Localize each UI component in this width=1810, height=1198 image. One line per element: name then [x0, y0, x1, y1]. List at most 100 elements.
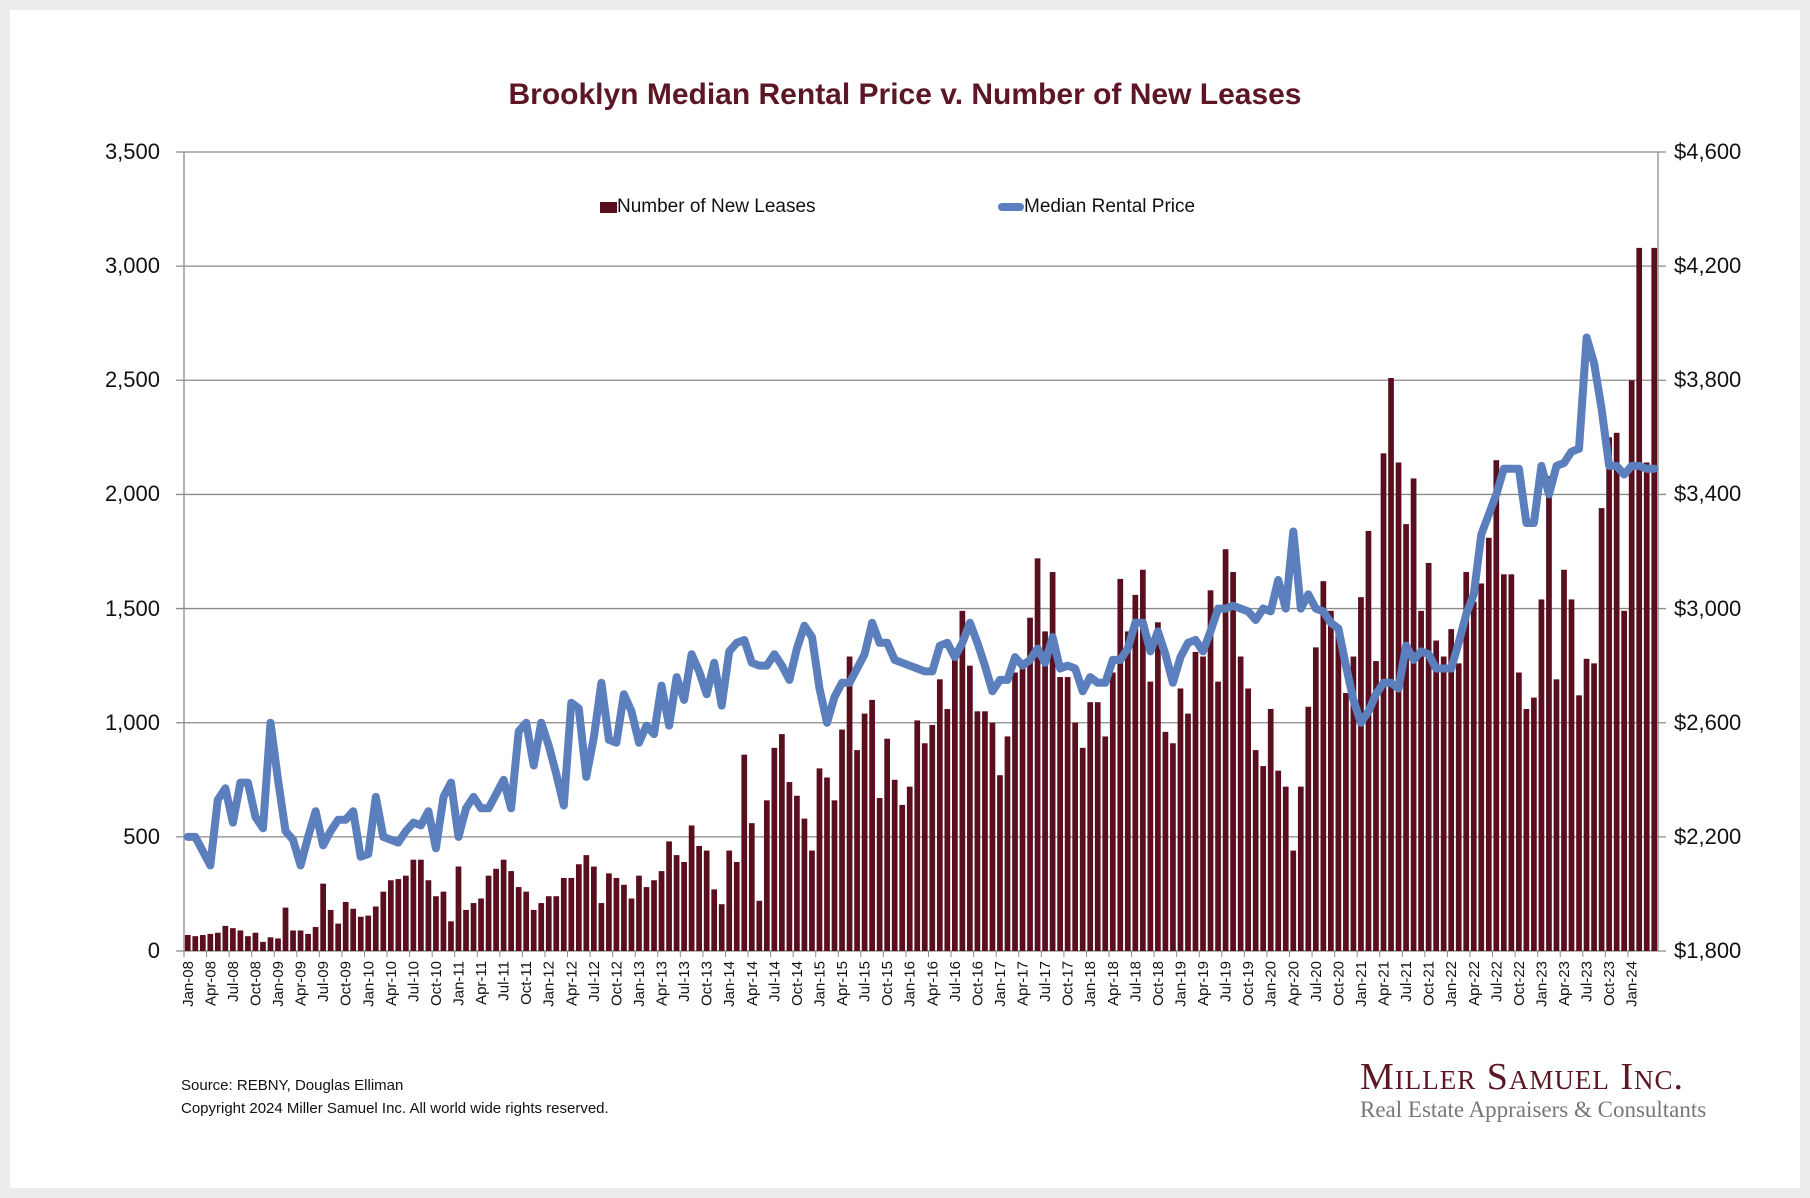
bar-new-leases: [809, 850, 815, 951]
x-tick-label: Oct-19: [1240, 961, 1257, 1006]
bar-new-leases: [1230, 572, 1236, 951]
bar-new-leases: [1275, 770, 1282, 951]
bar-new-leases: [1207, 590, 1214, 951]
bar-new-leases: [1606, 437, 1612, 951]
bar-new-leases: [959, 610, 966, 951]
right-axis-tick-label: $4,600: [1674, 139, 1742, 164]
bar-new-leases: [779, 734, 785, 951]
bar-new-leases: [613, 877, 620, 951]
x-tick-label: Jan-08: [180, 961, 197, 1007]
bar-new-leases: [1042, 631, 1048, 951]
legend-item-leases: Number of New Leases: [600, 196, 816, 218]
bar-new-leases: [425, 880, 432, 951]
bar-new-leases: [433, 896, 439, 951]
bar-new-leases: [899, 804, 906, 951]
copyright-note: Copyright 2024 Miller Samuel Inc. All wo…: [181, 1100, 609, 1117]
bar-new-leases: [199, 935, 206, 951]
bar-new-leases: [1335, 631, 1342, 951]
x-tick-label: Apr-21: [1376, 961, 1393, 1006]
bar-new-leases: [1064, 677, 1071, 951]
bar-new-leases: [282, 907, 289, 951]
bar-new-leases: [320, 883, 326, 951]
bar-new-leases: [1395, 462, 1402, 951]
x-tick-label: Apr-08: [202, 961, 219, 1006]
bar-new-leases: [1440, 656, 1447, 951]
bar-new-leases: [515, 887, 522, 951]
bar-new-leases: [967, 665, 973, 951]
bar-new-leases: [1628, 380, 1635, 951]
bar-new-leases: [681, 861, 687, 951]
bar-new-leases: [553, 896, 560, 951]
bar-new-leases: [252, 932, 259, 951]
bar-new-leases: [1177, 688, 1184, 951]
bar-new-leases: [1403, 524, 1409, 951]
right-axis-tick-label: $3,400: [1674, 481, 1742, 507]
bar-new-leases: [1139, 569, 1146, 951]
x-tick-label: Jul-16: [947, 961, 964, 1002]
x-tick-label: Apr-22: [1466, 961, 1483, 1006]
bar-new-leases: [1576, 695, 1582, 951]
x-tick-label: Jan-15: [811, 961, 828, 1007]
bar-new-leases: [1027, 617, 1033, 951]
source-note: Source: REBNY, Douglas Elliman: [181, 1077, 404, 1094]
bar-new-leases: [1004, 736, 1011, 951]
bar-new-leases: [801, 818, 808, 951]
bar-new-leases: [1448, 629, 1455, 951]
x-tick-label: Oct-13: [699, 961, 716, 1006]
bar-new-leases: [342, 901, 349, 951]
bar-new-leases: [357, 916, 364, 951]
bar-new-leases: [485, 875, 492, 951]
bar-new-leases: [1343, 693, 1349, 951]
bar-new-leases: [1478, 583, 1485, 951]
bar-new-leases: [440, 891, 447, 951]
bar-new-leases: [1222, 549, 1229, 951]
bar-new-leases: [1621, 610, 1628, 951]
bar-new-leases: [545, 896, 552, 951]
x-tick-label: Jul-21: [1398, 961, 1415, 1002]
bar-new-leases: [1200, 656, 1206, 951]
x-tick-label: Oct-21: [1421, 961, 1438, 1006]
bar-new-leases: [523, 891, 530, 951]
bar-new-leases: [1282, 786, 1289, 951]
bar-new-leases: [831, 800, 838, 951]
bar-new-leases: [260, 941, 266, 951]
x-tick-label: Apr-12: [563, 961, 580, 1006]
logo-tagline: Real Estate Appraisers & Consultants: [1360, 1097, 1707, 1122]
bar-new-leases: [1012, 672, 1018, 951]
x-tick-label: Apr-10: [383, 961, 400, 1006]
bar-new-leases: [771, 747, 778, 951]
bar-new-leases: [951, 656, 958, 951]
bar-new-leases: [350, 908, 357, 951]
bar-new-leases: [207, 933, 214, 951]
bar-new-leases: [1613, 432, 1620, 951]
bar-new-leases: [1598, 508, 1605, 951]
x-tick-label: Apr-20: [1285, 961, 1302, 1006]
x-tick-label: Jan-16: [902, 961, 919, 1007]
bar-new-leases: [1425, 562, 1432, 951]
bar-new-leases: [1500, 574, 1507, 951]
x-tick-label: Apr-15: [834, 961, 851, 1006]
x-tick-label: Jan-19: [1172, 961, 1189, 1007]
legend-item-price: Median Rental Price: [998, 196, 1195, 218]
x-tick-label: Jul-15: [857, 961, 874, 1002]
bar-new-leases: [402, 875, 409, 951]
x-tick-label: Oct-23: [1601, 961, 1618, 1006]
bar-new-leases: [1516, 672, 1522, 951]
bar-new-leases: [463, 909, 469, 951]
x-tick-label: Jul-17: [1037, 961, 1054, 1002]
bar-new-leases: [1583, 658, 1590, 951]
x-tick-label: Jul-12: [586, 961, 603, 1002]
x-tick-label: Jul-14: [766, 961, 783, 1002]
bar-new-leases: [733, 861, 740, 951]
bar-new-leases: [455, 866, 462, 951]
bar-new-leases: [989, 722, 996, 951]
bar-new-leases: [1102, 736, 1109, 951]
bar-new-leases: [703, 850, 710, 951]
left-axis-tick-label: 2,000: [104, 481, 160, 507]
bar-new-leases: [1297, 786, 1304, 951]
left-axis-tick-label: 3,500: [104, 139, 160, 164]
bar-new-leases: [1117, 578, 1124, 951]
logo-name: Miller Samuel Inc.: [1360, 1056, 1685, 1098]
bar-new-leases: [1072, 722, 1079, 951]
bar-new-leases: [794, 795, 800, 951]
